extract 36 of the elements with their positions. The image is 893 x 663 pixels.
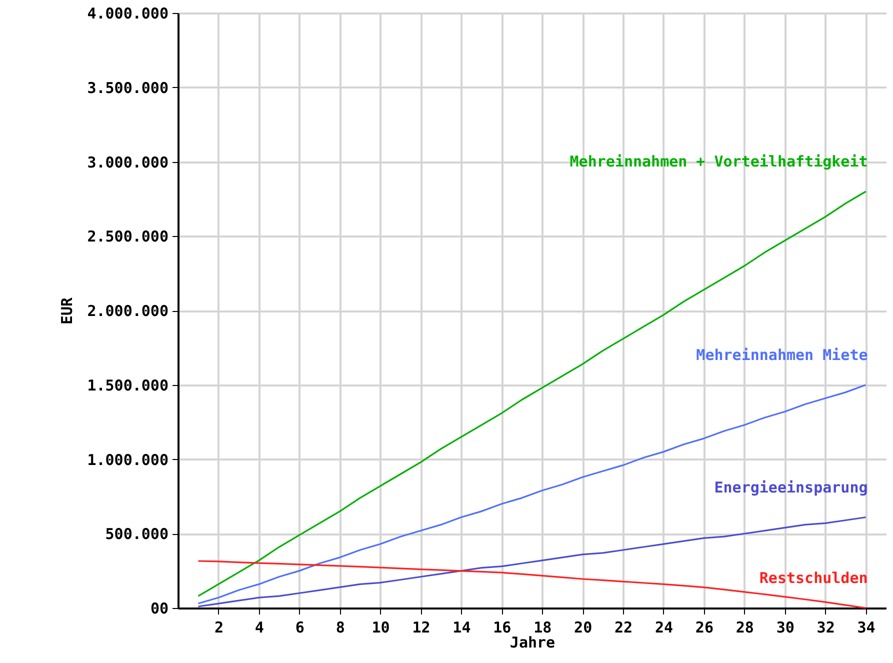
series-label: Mehreinnahmen Miete	[696, 346, 868, 364]
x-tick-label: 14	[452, 618, 471, 636]
x-tick-label: 24	[654, 618, 674, 636]
y-tick-label: 2.000.000	[87, 302, 168, 320]
x-tick-label: 6	[295, 618, 304, 636]
y-tick-label: 00	[150, 600, 168, 618]
line-series	[197, 190, 867, 597]
x-axis-title: Jahre	[510, 634, 556, 652]
y-tick-label: 2.500.000	[87, 228, 168, 246]
y-tick-label: 1.000.000	[87, 450, 168, 469]
y-tick-label: 1.500.000	[87, 376, 168, 394]
x-tick-label: 28	[736, 618, 754, 636]
x-tick-label: 18	[534, 618, 552, 636]
y-tick-label: 4.000.000	[87, 4, 168, 22]
y-tick-label: 3.500.000	[87, 78, 168, 97]
x-tick-label: 30	[776, 618, 794, 636]
line-series	[197, 384, 867, 604]
series-label: Restschulden	[759, 569, 868, 587]
y-tick-label: 3.000.000	[87, 153, 168, 172]
x-tick-label: 32	[816, 618, 835, 636]
x-tick-label: 10	[372, 618, 390, 636]
series-label: Mehreinnahmen + Vorteilhaftigkeit	[570, 152, 868, 170]
line-series	[197, 560, 867, 609]
x-tick-label: 26	[695, 618, 714, 636]
x-tick-label: 16	[493, 618, 512, 636]
y-axis-title: EUR	[58, 296, 76, 325]
x-tick-label: 4	[254, 618, 264, 636]
line-series	[197, 516, 867, 608]
x-tick-label: 8	[336, 618, 345, 636]
x-tick-label: 34	[857, 618, 876, 636]
series-label: Energieeinsparung	[714, 478, 868, 496]
y-tick-label: 500.000	[105, 525, 168, 544]
x-tick-label: 20	[574, 618, 592, 636]
x-tick-label: 2	[214, 618, 224, 636]
x-tick-label: 22	[614, 618, 633, 636]
x-tick-label: 12	[412, 618, 430, 636]
